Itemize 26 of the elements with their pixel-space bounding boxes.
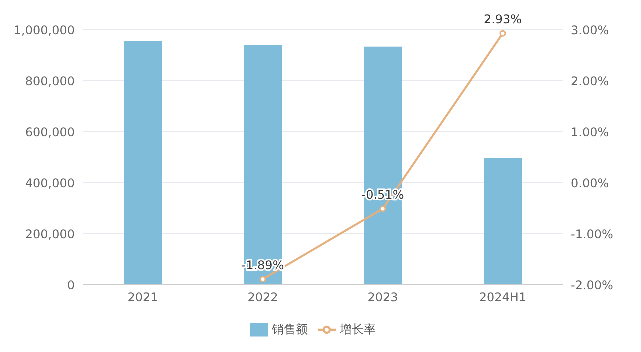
x-tick-label: 2024H1 [479,290,527,305]
bar [484,158,522,285]
y2-tick-label: -2.00% [571,278,614,292]
y-tick-label: 200,000 [25,227,75,242]
y-tick-label: 800,000 [25,74,75,88]
y2-tick-label: 3.00% [571,23,610,38]
bar [124,40,162,285]
x-tick-label: 2023 [368,290,398,305]
x-tick-label: 2021 [128,290,158,305]
point [260,276,266,283]
bar [364,46,402,285]
point [380,206,386,212]
y-tick-label: 1,000,000 [14,23,75,38]
x-tick-label: 2022 [248,290,278,305]
y2-tick-label: 2.00% [571,74,610,88]
y2-tick-label: 0.00% [571,176,610,190]
point [500,30,506,37]
y-tick-label: 400,000 [25,176,75,190]
y-tick-label: 600,000 [25,125,75,140]
y-tick-label: 0 [67,278,75,292]
bar [244,46,282,285]
y2-tick-label: -1.00% [571,227,614,242]
legend-label: 销售额 [272,322,308,336]
data-label: 2.93% [484,12,522,27]
y2-tick-label: 1.00% [571,125,610,140]
legend-label: 增长率 [340,322,376,336]
